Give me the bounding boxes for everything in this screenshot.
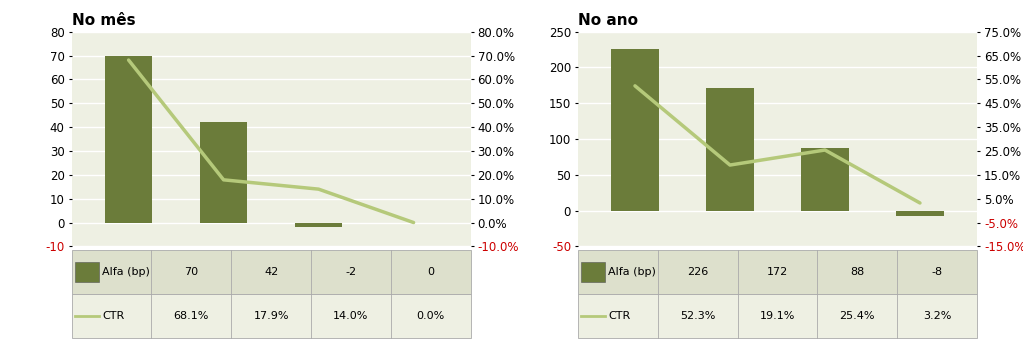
Bar [611, 49, 659, 210]
Text: 0: 0 [428, 267, 434, 277]
Text: -2: -2 [346, 267, 356, 277]
Text: CTR: CTR [102, 311, 124, 321]
Bar [199, 122, 248, 222]
Text: No mês: No mês [72, 13, 135, 28]
Text: 88: 88 [850, 267, 864, 277]
Text: 42: 42 [264, 267, 278, 277]
Text: 70: 70 [184, 267, 198, 277]
Text: 68.1%: 68.1% [174, 311, 209, 321]
Text: 19.1%: 19.1% [760, 311, 795, 321]
Text: 14.0%: 14.0% [333, 311, 368, 321]
Text: 172: 172 [767, 267, 788, 277]
Text: 25.4%: 25.4% [840, 311, 875, 321]
Text: Alfa (bp): Alfa (bp) [102, 267, 149, 277]
Text: -8: -8 [932, 267, 942, 277]
Text: No ano: No ano [578, 13, 638, 28]
Bar [105, 56, 152, 222]
Text: 226: 226 [687, 267, 708, 277]
Bar [295, 222, 343, 227]
Text: Alfa (bp): Alfa (bp) [609, 267, 656, 277]
Text: 17.9%: 17.9% [254, 311, 288, 321]
Text: CTR: CTR [609, 311, 630, 321]
Bar [896, 210, 943, 216]
Text: 3.2%: 3.2% [923, 311, 951, 321]
Text: 52.3%: 52.3% [680, 311, 715, 321]
Bar [706, 88, 754, 210]
Text: 0.0%: 0.0% [416, 311, 445, 321]
Bar [801, 147, 849, 210]
